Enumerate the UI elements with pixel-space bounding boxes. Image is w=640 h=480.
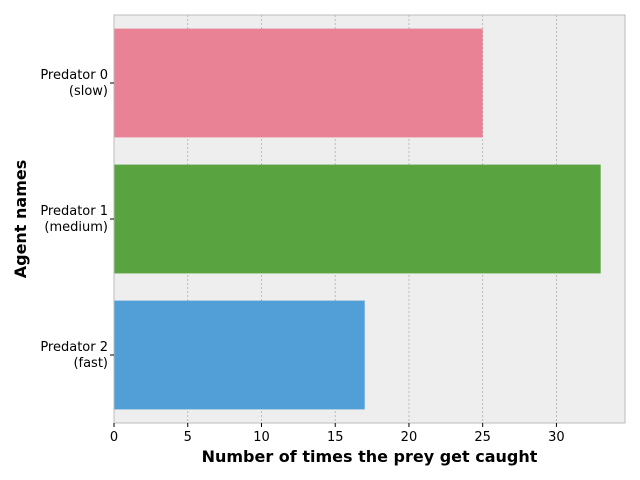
y-axis-title: Agent names xyxy=(11,160,30,279)
y-tick-label: (slow) xyxy=(69,84,108,99)
bar xyxy=(114,164,601,274)
x-axis-ticks: 0 5 10 15 20 25 30 xyxy=(110,423,565,445)
y-tick-label: (fast) xyxy=(73,356,108,371)
x-tick-label: 10 xyxy=(253,430,270,445)
bar xyxy=(114,28,483,138)
x-tick-label: 20 xyxy=(401,430,418,445)
y-tick-label: Predator 1 xyxy=(40,204,108,219)
x-axis-title: Number of times the prey get caught xyxy=(202,447,538,466)
y-tick-label: (medium) xyxy=(44,220,108,235)
x-tick-label: 0 xyxy=(110,430,118,445)
x-tick-label: 5 xyxy=(184,430,192,445)
y-tick-label: Predator 2 xyxy=(40,340,108,355)
y-axis-ticks: Predator 0(slow) Predator 1(medium) Predat… xyxy=(40,68,114,371)
y-tick-label: Predator 0 xyxy=(40,68,108,83)
bar xyxy=(114,300,365,410)
bars xyxy=(114,28,601,410)
x-tick-label: 30 xyxy=(548,430,565,445)
x-tick-label: 15 xyxy=(327,430,344,445)
x-tick-label: 25 xyxy=(474,430,491,445)
